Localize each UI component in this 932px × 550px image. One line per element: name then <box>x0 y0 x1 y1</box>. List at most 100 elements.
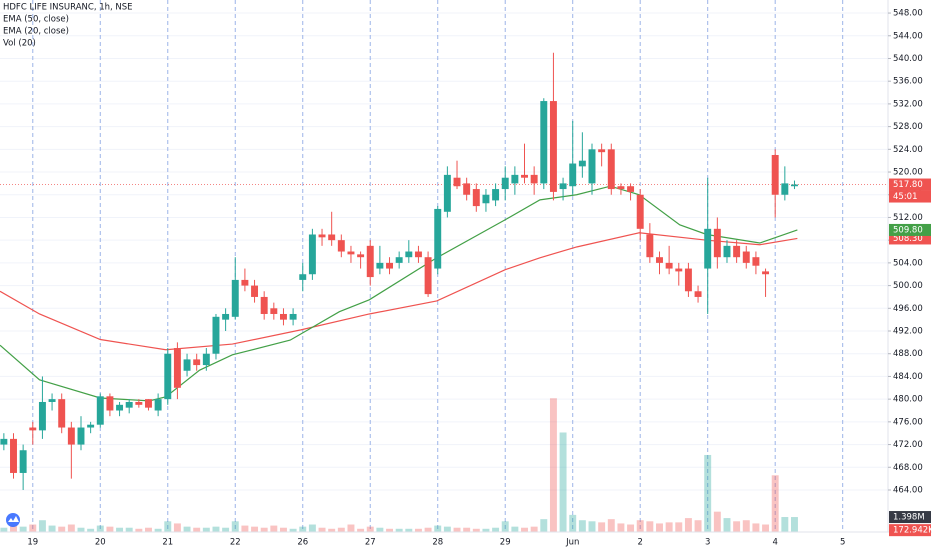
volume-bar <box>222 527 230 532</box>
volume-bar <box>87 528 95 532</box>
candle-body <box>482 194 490 204</box>
volume-bar <box>492 527 500 532</box>
volume-bar <box>424 527 432 532</box>
volume-bar <box>781 517 789 532</box>
volume-bar <box>318 527 326 532</box>
volume-bar <box>357 528 365 532</box>
volume-bar <box>212 526 220 532</box>
volume-bar <box>482 528 490 532</box>
ema-last-label: 508.30 <box>893 234 923 244</box>
volume-bar <box>260 527 268 532</box>
volume-bar <box>231 521 239 532</box>
candle-body <box>636 194 644 229</box>
candle-body <box>106 396 114 411</box>
candle-body <box>463 183 471 195</box>
x-tick-label: 19 <box>27 538 38 548</box>
volume-bar <box>617 523 625 532</box>
volume-bar <box>77 527 85 532</box>
volume-bar <box>742 520 750 532</box>
volume-bar <box>366 526 374 532</box>
y-tick-label: 500.00 <box>893 281 923 291</box>
candle-body <box>347 251 355 255</box>
volume-bar <box>627 524 635 532</box>
y-tick-label: 464.00 <box>893 485 923 495</box>
candle-body <box>58 399 66 428</box>
volume-bar <box>116 527 124 532</box>
candle-body <box>376 262 384 269</box>
volume-bar <box>58 526 66 532</box>
y-tick-label: 512.00 <box>893 213 923 223</box>
y-tick-label: 528.00 <box>893 122 923 132</box>
candle-body <box>540 101 548 184</box>
volume-bar <box>38 520 46 532</box>
candle-body <box>617 186 625 190</box>
volume-bar <box>386 528 393 532</box>
candle-body <box>588 149 596 184</box>
candle-body <box>665 262 673 269</box>
volume-bar <box>733 521 741 532</box>
volume-bar <box>289 528 297 532</box>
candle-body <box>279 313 287 320</box>
candle-body <box>145 399 152 408</box>
candle-body <box>733 245 741 258</box>
x-tick-label: 29 <box>500 538 511 548</box>
volume-bar <box>270 525 278 532</box>
candle-body <box>434 208 442 269</box>
volume-bar <box>530 526 538 532</box>
candle-body <box>472 189 480 207</box>
candle-body <box>366 245 374 278</box>
volume-bar <box>762 524 770 532</box>
y-tick-label: 532.00 <box>893 99 923 109</box>
x-tick-label: 4 <box>772 538 777 548</box>
volume-bar <box>96 525 104 532</box>
volume-bar <box>19 526 27 532</box>
y-tick-label: 504.00 <box>893 258 923 268</box>
volume-bar <box>463 527 471 532</box>
countdown-box <box>889 190 931 203</box>
candle-body <box>328 234 336 241</box>
candle-body <box>164 353 172 400</box>
candle-body <box>19 450 27 473</box>
y-tick-label: 540.00 <box>893 54 923 64</box>
volume-bar <box>337 527 345 532</box>
volume-bar <box>443 526 451 532</box>
x-tick-label: Jun <box>565 538 579 548</box>
candle-body <box>270 308 278 314</box>
volume-bar <box>173 523 181 532</box>
candle-body <box>10 438 17 473</box>
candle-body <box>386 262 393 269</box>
volume-bar <box>193 527 201 532</box>
candle-body <box>308 234 316 275</box>
volume-bar <box>656 523 663 532</box>
candle-body <box>173 348 181 388</box>
candle-body <box>38 401 46 431</box>
candle-body <box>443 174 451 212</box>
volume-bar <box>501 521 509 532</box>
volume-bar <box>704 454 712 532</box>
candle-body <box>530 174 538 184</box>
y-tick-label: 496.00 <box>893 304 923 314</box>
volume-bar <box>675 522 683 532</box>
candle-body <box>511 174 519 184</box>
candle-body <box>453 177 461 187</box>
candle-body <box>742 251 750 263</box>
volume-label-box <box>889 511 931 524</box>
x-tick-label: 28 <box>432 538 443 548</box>
x-tick-label: 2 <box>637 538 642 548</box>
candle-body <box>607 149 615 190</box>
volume-bar <box>308 524 316 532</box>
volume-bar <box>569 514 577 532</box>
candle-body <box>771 155 779 195</box>
y-tick-label: 476.00 <box>893 417 923 427</box>
candle-body <box>357 254 365 258</box>
candle-body <box>598 149 606 153</box>
volume-bar <box>164 521 172 532</box>
y-tick-label: 484.00 <box>893 372 923 382</box>
candle-body <box>656 257 663 263</box>
volume-bar <box>376 527 384 532</box>
candle-body <box>549 101 557 192</box>
candle-body <box>752 257 760 266</box>
candles <box>0 52 798 490</box>
candle-body <box>241 279 249 286</box>
